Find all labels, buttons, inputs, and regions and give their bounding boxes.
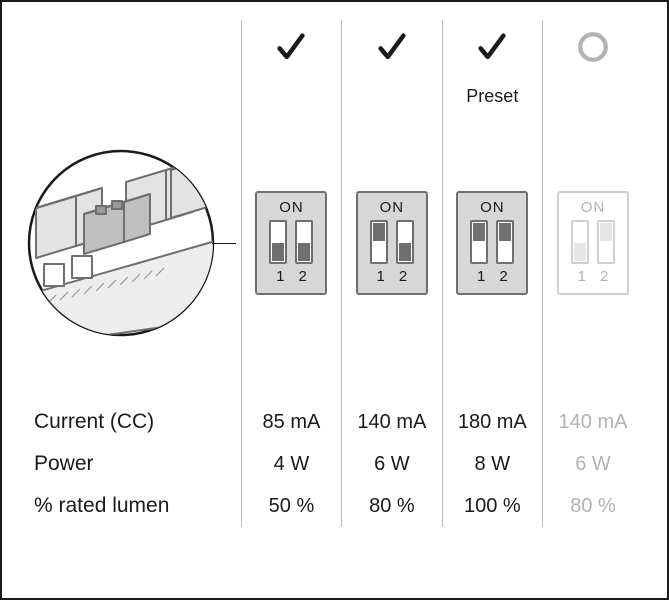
dip-num-2: 2	[298, 268, 306, 285]
dip-knob	[473, 223, 485, 241]
preset-row: Preset	[26, 80, 643, 113]
cell-lumen-2: 100 %	[442, 485, 542, 527]
leader-line	[212, 243, 236, 244]
circle-icon	[576, 47, 610, 69]
label-power: Power	[26, 443, 241, 485]
switch-row: ON 12 ON 12	[26, 113, 643, 373]
dip-on-label: ON	[265, 199, 317, 216]
dip-illustration	[26, 148, 216, 338]
dip-on-label: ON	[466, 199, 518, 216]
check-icon	[475, 47, 509, 69]
dip-num-1: 1	[276, 268, 284, 285]
cell-lumen-1: 80 %	[342, 485, 442, 527]
dip-slot-1	[470, 220, 488, 264]
cell-lumen-0: 50 %	[241, 485, 341, 527]
dip-slot-2	[597, 220, 615, 264]
check-icon	[375, 47, 409, 69]
cell-power-3: 6 W	[543, 443, 643, 485]
cell-current-3: 140 mA	[543, 401, 643, 443]
dip-slot-1	[269, 220, 287, 264]
cell-lumen-3: 80 %	[543, 485, 643, 527]
dip-knob	[499, 223, 511, 241]
cell-power-1: 6 W	[342, 443, 442, 485]
dip-knob	[600, 223, 612, 241]
row-current: Current (CC) 85 mA 140 mA 180 mA 140 mA	[26, 401, 643, 443]
dip-num-1: 1	[477, 268, 485, 285]
dip-slot-1	[370, 220, 388, 264]
dip-num-1: 1	[578, 268, 586, 285]
dip-slot-2	[396, 220, 414, 264]
cell-power-0: 4 W	[241, 443, 341, 485]
cell-current-1: 140 mA	[342, 401, 442, 443]
dip-on-label: ON	[567, 199, 619, 216]
spacer-row	[26, 373, 643, 401]
header-row	[26, 20, 643, 80]
cell-power-2: 8 W	[442, 443, 542, 485]
illustration-cell	[26, 113, 241, 373]
dip-knob	[574, 243, 586, 261]
check-icon	[274, 47, 308, 69]
dip-knob	[272, 243, 284, 261]
dip-slot-2	[295, 220, 313, 264]
cell-current-0: 85 mA	[241, 401, 341, 443]
dip-num-2: 2	[600, 268, 608, 285]
dip-switch-col-0: ON 12	[255, 191, 327, 295]
dip-on-label: ON	[366, 199, 418, 216]
dip-num-2: 2	[399, 268, 407, 285]
dip-switch-col-1: ON 12	[356, 191, 428, 295]
dip-slot-2	[496, 220, 514, 264]
row-power: Power 4 W 6 W 8 W 6 W	[26, 443, 643, 485]
dip-knob	[373, 223, 385, 241]
spec-table: Preset	[26, 20, 643, 527]
dip-switch-col-3: ON 12	[557, 191, 629, 295]
dip-switch-col-2: ON 12	[456, 191, 528, 295]
dip-num-1: 1	[377, 268, 385, 285]
dip-slot-1	[571, 220, 589, 264]
dip-switch-spec-card: Preset	[0, 0, 669, 600]
preset-label: Preset	[466, 86, 518, 106]
label-current: Current (CC)	[26, 401, 241, 443]
dip-knob	[298, 243, 310, 261]
row-lumen: % rated lumen 50 % 80 % 100 % 80 %	[26, 485, 643, 527]
dip-num-2: 2	[499, 268, 507, 285]
label-lumen: % rated lumen	[26, 485, 241, 527]
dip-knob	[399, 243, 411, 261]
cell-current-2: 180 mA	[442, 401, 542, 443]
